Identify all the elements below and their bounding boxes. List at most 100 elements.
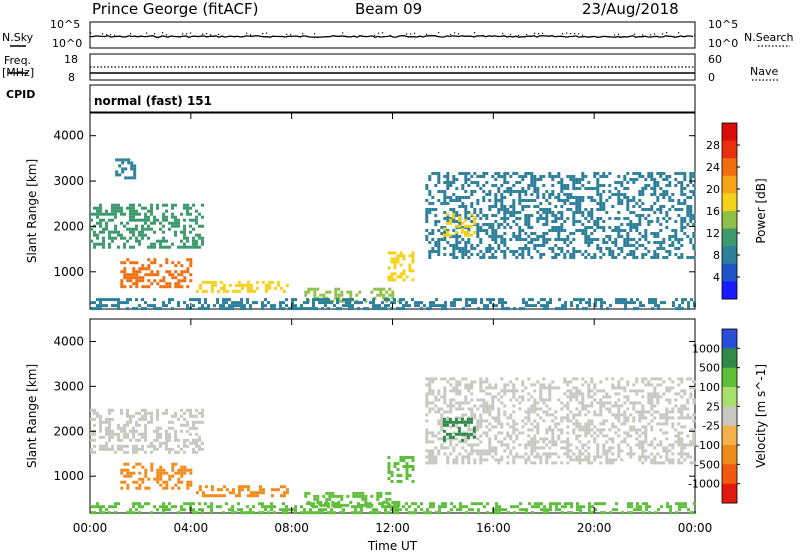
data-cell (599, 404, 603, 408)
data-cell (411, 269, 415, 273)
data-cell (183, 224, 186, 228)
data-cell (153, 230, 156, 234)
data-cell (183, 276, 187, 280)
data-cell (617, 386, 621, 390)
data-cell (503, 208, 507, 211)
data-cell (204, 485, 208, 489)
data-cell (680, 190, 684, 193)
data-cell (578, 452, 582, 456)
data-cell (575, 250, 579, 253)
colorbar-segment (722, 123, 737, 142)
data-cell (576, 304, 579, 308)
data-cell (461, 253, 465, 256)
data-cell (126, 483, 130, 487)
data-cell (644, 229, 648, 232)
data-cell (500, 235, 504, 238)
data-cell (686, 398, 690, 402)
data-cell (485, 250, 489, 253)
data-cell (578, 178, 582, 181)
data-cell (680, 389, 684, 393)
data-cell (132, 261, 136, 265)
data-cell (135, 444, 138, 448)
data-cell (593, 229, 597, 232)
data-cell (576, 298, 579, 302)
data-cell (569, 455, 573, 459)
data-cell (566, 419, 570, 423)
data-cell (243, 307, 246, 311)
data-cell (662, 413, 666, 417)
data-cell (534, 502, 537, 506)
data-cell (449, 208, 453, 211)
data-cell (650, 392, 654, 396)
data-cell (440, 190, 444, 193)
data-cell (150, 221, 153, 225)
data-cell (479, 398, 483, 402)
data-cell (494, 425, 498, 429)
data-cell (653, 410, 657, 414)
data-cell (420, 307, 423, 311)
data-cell (599, 461, 603, 465)
data-cell (668, 416, 672, 420)
data-cell (524, 220, 528, 223)
data-cell (396, 508, 399, 512)
data-cell (165, 447, 168, 451)
data-cell (536, 401, 540, 405)
data-cell (120, 233, 123, 237)
data-cell (133, 173, 137, 177)
data-cell (396, 257, 400, 261)
data-cell (683, 443, 687, 447)
data-cell (687, 307, 690, 311)
data-cell (597, 502, 600, 506)
data-cell (425, 392, 429, 396)
colorbar-segment (722, 158, 737, 177)
data-cell (93, 301, 96, 305)
data-cell (542, 386, 546, 390)
data-cell (431, 401, 435, 405)
data-cell (542, 193, 546, 196)
data-cell (548, 392, 552, 396)
data-cell (638, 172, 642, 175)
data-cell (460, 417, 464, 421)
data-cell (168, 438, 171, 442)
data-cell (120, 261, 124, 265)
data-cell (599, 247, 603, 250)
data-cell (506, 431, 510, 435)
data-cell (467, 401, 471, 405)
data-cell (554, 440, 558, 444)
data-cell (231, 307, 234, 311)
data-cell (677, 247, 681, 250)
data-cell (689, 181, 693, 184)
data-cell (521, 455, 525, 459)
data-cell (153, 438, 156, 442)
nsearch-dot (410, 33, 412, 35)
data-cell (677, 214, 681, 217)
data-cell (527, 443, 531, 447)
data-cell (473, 208, 477, 211)
data-cell (114, 224, 117, 228)
data-cell (222, 511, 225, 515)
data-cell (548, 446, 552, 450)
data-cell (138, 471, 142, 475)
data-cell (558, 307, 561, 311)
data-cell (453, 298, 456, 302)
data-cell (135, 273, 139, 277)
data-cell (486, 502, 489, 506)
data-cell (602, 241, 606, 244)
data-cell (587, 238, 591, 241)
data-cell (578, 199, 582, 202)
data-cell (411, 468, 415, 471)
data-cell (626, 238, 630, 241)
data-cell (384, 508, 387, 512)
data-cell (467, 238, 471, 241)
data-cell (641, 214, 645, 217)
data-cell (96, 505, 99, 509)
data-cell (129, 203, 132, 207)
data-cell (458, 407, 462, 411)
data-cell (530, 232, 534, 235)
data-cell (528, 304, 531, 308)
data-cell (349, 293, 353, 297)
data-cell (515, 437, 519, 441)
data-cell (539, 235, 543, 238)
data-cell (198, 485, 202, 489)
data-cell (579, 301, 582, 305)
